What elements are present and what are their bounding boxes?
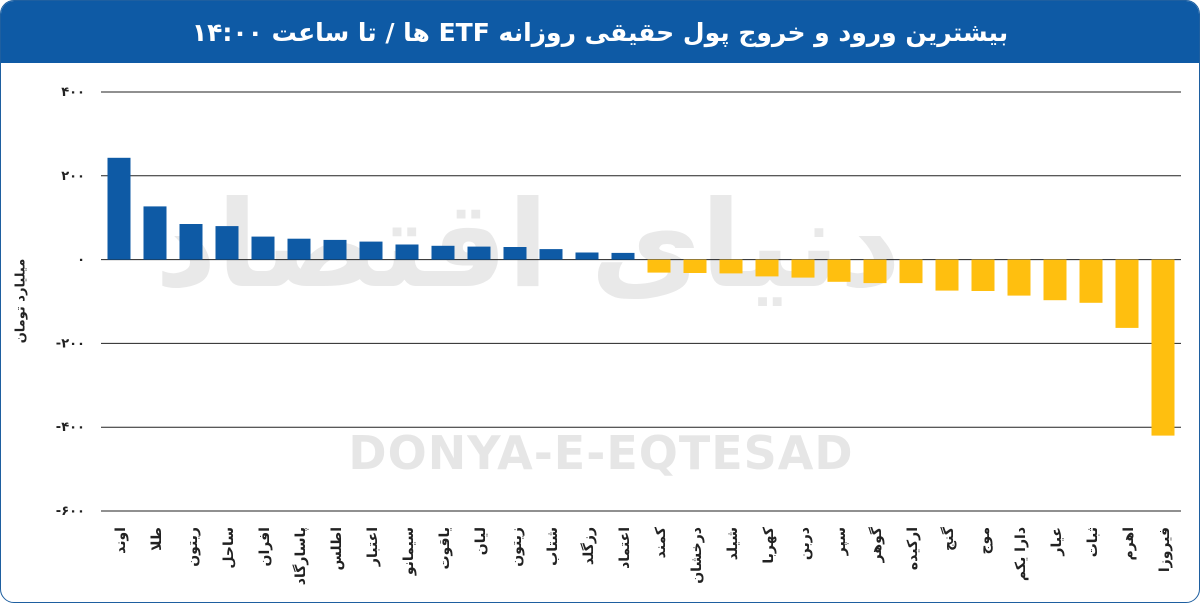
x-tick-label: گوهر <box>868 526 885 563</box>
y-tick-label: ۰ <box>77 253 85 268</box>
x-tick-label: ثبات <box>1085 527 1101 557</box>
x-tick-label: یاقوت <box>437 527 453 570</box>
x-tick-label: فیروزا <box>1157 527 1173 572</box>
x-tick-label: گنج <box>940 526 957 551</box>
x-tick-label: اوند <box>113 527 129 554</box>
bar-ثبات <box>1079 259 1103 303</box>
bar-رزگلد <box>575 252 599 260</box>
bar-دارا یکم <box>1007 259 1031 296</box>
x-tick-label: پاسارگاد <box>292 527 309 585</box>
watermark-logo-english: DONYA-E-EQTESAD <box>348 426 854 480</box>
bar-اوند <box>107 157 131 260</box>
bar-اهرم <box>1115 259 1139 328</box>
bar-فیروزا <box>1151 259 1175 436</box>
bar-موج <box>971 259 995 291</box>
bar-زیتون <box>503 247 527 260</box>
y-tick-label: -۶۰۰ <box>56 504 85 519</box>
x-tick-label: شتاب <box>545 527 561 566</box>
bar-گوهر <box>863 259 887 284</box>
chart-header: بیشترین ورود و خروج پول حقیقی روزانه ETF… <box>1 1 1199 63</box>
y-axis-ticks: ۴۰۰ ۲۰۰ ۰ -۲۰۰ -۴۰۰ -۶۰۰ <box>56 85 85 519</box>
bar-افران <box>251 236 275 260</box>
x-tick-label: لیان <box>473 527 489 555</box>
x-tick-label: اعتماد <box>617 527 633 569</box>
x-tick-label: ساحل <box>221 527 237 569</box>
x-tick-label: رزگلد <box>580 527 597 565</box>
x-tick-label: سپر <box>833 527 849 556</box>
x-tick-label: درخشان <box>689 527 705 584</box>
bar-اطلس <box>323 239 347 260</box>
bar-کهربا <box>755 259 779 277</box>
bar-ریتون <box>179 224 203 260</box>
grid-lines <box>101 91 1181 512</box>
watermark-logo-persian: دنیای اقتصاد <box>154 176 901 315</box>
bar-درخشان <box>683 259 707 273</box>
bar-اعتبار <box>359 241 383 260</box>
bar-عیار <box>1043 259 1067 301</box>
bar-اعتماد <box>611 252 635 260</box>
x-tick-label: اهرم <box>1121 527 1137 560</box>
y-tick-label: -۲۰۰ <box>56 336 85 351</box>
x-axis-labels: اوند طلا ریتون ساحل افران پاسارگاد اطلس اعتبار س… <box>113 526 1173 585</box>
x-tick-label: دربن <box>797 527 813 560</box>
bar-شیلد <box>719 259 743 274</box>
y-tick-label: ۲۰۰ <box>61 169 85 184</box>
bar-دربن <box>791 259 815 278</box>
bar-کمند <box>647 259 671 273</box>
bar-لیان <box>467 246 491 260</box>
bar-سپر <box>827 259 851 282</box>
x-tick-label: طلا <box>149 527 165 551</box>
x-tick-label: سیمانو <box>401 527 417 576</box>
bar-یاقوت <box>431 245 455 260</box>
x-tick-label: افران <box>257 527 273 566</box>
x-tick-label: شیلد <box>725 527 741 560</box>
bar-ارکیده <box>899 259 923 284</box>
x-tick-label: کمند <box>653 526 669 558</box>
bar-ساحل <box>215 226 239 260</box>
x-tick-label: اعتبار <box>365 527 381 567</box>
y-tick-label: -۴۰۰ <box>56 420 85 435</box>
y-axis-label: میلیارد تومان <box>13 258 29 344</box>
bar-سیمانو <box>395 244 419 260</box>
bar-گنج <box>935 259 959 291</box>
bar-شتاب <box>539 249 563 260</box>
x-tick-label: موج <box>977 527 993 555</box>
bars <box>107 157 1175 436</box>
bar-طلا <box>143 206 167 260</box>
bar-پاسارگاد <box>287 238 311 260</box>
x-tick-label: زیتون <box>509 527 525 567</box>
x-tick-label: ریتون <box>185 527 201 567</box>
bar-chart: ۴۰۰ ۲۰۰ ۰ -۲۰۰ -۴۰۰ -۶۰۰ اوند طلا ریتون ساحل افرا… <box>56 85 1181 585</box>
y-tick-label: ۴۰۰ <box>61 85 85 100</box>
x-tick-label: دارا یکم <box>1013 527 1029 581</box>
x-tick-label: عیار <box>1049 527 1065 557</box>
x-tick-label: ارکیده <box>905 527 921 570</box>
chart-title: بیشترین ورود و خروج پول حقیقی روزانه ETF… <box>191 17 1009 47</box>
x-tick-label: اطلس <box>329 527 345 571</box>
x-tick-label: کهربا <box>761 526 777 563</box>
